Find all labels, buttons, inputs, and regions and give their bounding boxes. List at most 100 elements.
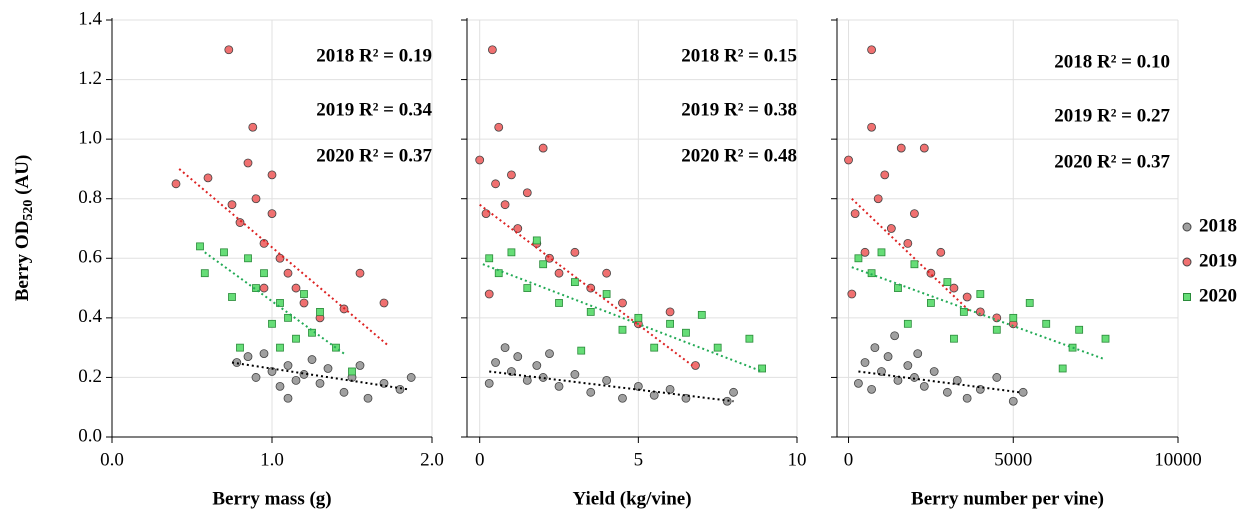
- point: [1008, 396, 1018, 406]
- point: [228, 293, 236, 301]
- point: [323, 364, 333, 373]
- point: [348, 367, 356, 376]
- point: [539, 260, 548, 269]
- point: [910, 373, 919, 382]
- point: [252, 284, 260, 292]
- point: [860, 358, 870, 367]
- point: [494, 269, 503, 278]
- point: [602, 376, 612, 385]
- x-axis-title: Berry number per vine): [911, 488, 1104, 509]
- point: [355, 268, 365, 278]
- y-tick-label: 0.2: [78, 366, 102, 387]
- y-tick-label: 0.4: [78, 306, 102, 327]
- point: [276, 343, 284, 352]
- point: [491, 358, 500, 367]
- point: [942, 387, 952, 397]
- point: [883, 352, 893, 361]
- point: [867, 384, 876, 394]
- trend-line: [489, 370, 734, 403]
- point: [893, 376, 903, 385]
- point: [903, 238, 913, 248]
- point: [484, 289, 494, 299]
- point: [867, 269, 876, 278]
- point: [532, 361, 542, 370]
- point: [992, 313, 1002, 323]
- point: [867, 45, 876, 55]
- annotation: 2020 R² = 0.37: [316, 145, 432, 166]
- point: [890, 331, 900, 341]
- point: [554, 268, 564, 278]
- point: [267, 367, 277, 376]
- point: [665, 307, 675, 317]
- point: [268, 319, 276, 328]
- point: [275, 381, 285, 391]
- x-tick-label: 10: [788, 449, 807, 470]
- point: [260, 269, 268, 278]
- point: [962, 393, 972, 403]
- point: [284, 313, 292, 322]
- point: [339, 387, 349, 397]
- point: [251, 373, 261, 382]
- y-tick-label: 1.2: [78, 68, 102, 89]
- point: [943, 278, 952, 287]
- point: [854, 254, 863, 263]
- point: [224, 45, 234, 55]
- point: [602, 290, 611, 298]
- point: [950, 334, 958, 343]
- legend-marker: [1182, 222, 1192, 232]
- x-tick-label: 2.0: [420, 449, 444, 470]
- trend-line: [851, 197, 972, 313]
- point: [332, 343, 340, 352]
- legend-label: 2020: [1199, 285, 1237, 306]
- point: [926, 268, 936, 278]
- point: [259, 283, 269, 293]
- point: [650, 343, 659, 352]
- point: [545, 349, 554, 359]
- annotation: 2020 R² = 0.48: [681, 145, 797, 166]
- point: [919, 381, 929, 391]
- point: [513, 224, 523, 233]
- point: [844, 155, 853, 165]
- annotation: 2019 R² = 0.34: [316, 99, 432, 120]
- point: [196, 242, 204, 251]
- point: [602, 268, 612, 278]
- point: [618, 325, 627, 334]
- point: [363, 393, 373, 403]
- point: [522, 188, 532, 198]
- point: [555, 299, 563, 307]
- point: [484, 378, 494, 388]
- point: [691, 361, 700, 370]
- x-tick-label: 10000: [1154, 449, 1202, 470]
- point: [299, 298, 309, 308]
- point: [618, 298, 627, 308]
- point: [292, 334, 300, 343]
- point: [1009, 313, 1018, 322]
- point: [532, 236, 541, 245]
- annotation: 2019 R² = 0.38: [681, 99, 797, 120]
- point: [570, 247, 580, 257]
- point: [586, 387, 596, 397]
- y-axis-title-subscript: 520: [21, 200, 36, 221]
- x-tick-label: 0: [475, 449, 485, 470]
- point: [227, 200, 237, 210]
- point: [283, 393, 293, 403]
- point: [926, 299, 935, 307]
- point: [697, 310, 706, 319]
- point: [894, 284, 902, 292]
- point: [203, 173, 213, 183]
- point: [300, 290, 308, 298]
- y-tick-label: 1.4: [78, 8, 102, 29]
- point: [220, 248, 228, 257]
- trend-line: [858, 370, 1020, 394]
- point: [395, 384, 405, 394]
- point: [315, 378, 325, 388]
- point: [291, 283, 301, 293]
- x-tick-label: 0: [844, 449, 854, 470]
- point: [722, 396, 732, 406]
- point: [713, 343, 722, 352]
- point: [283, 268, 293, 278]
- point: [745, 334, 754, 343]
- legend-label: 2019: [1199, 250, 1237, 271]
- legend-marker: [1182, 257, 1192, 267]
- point: [618, 393, 627, 403]
